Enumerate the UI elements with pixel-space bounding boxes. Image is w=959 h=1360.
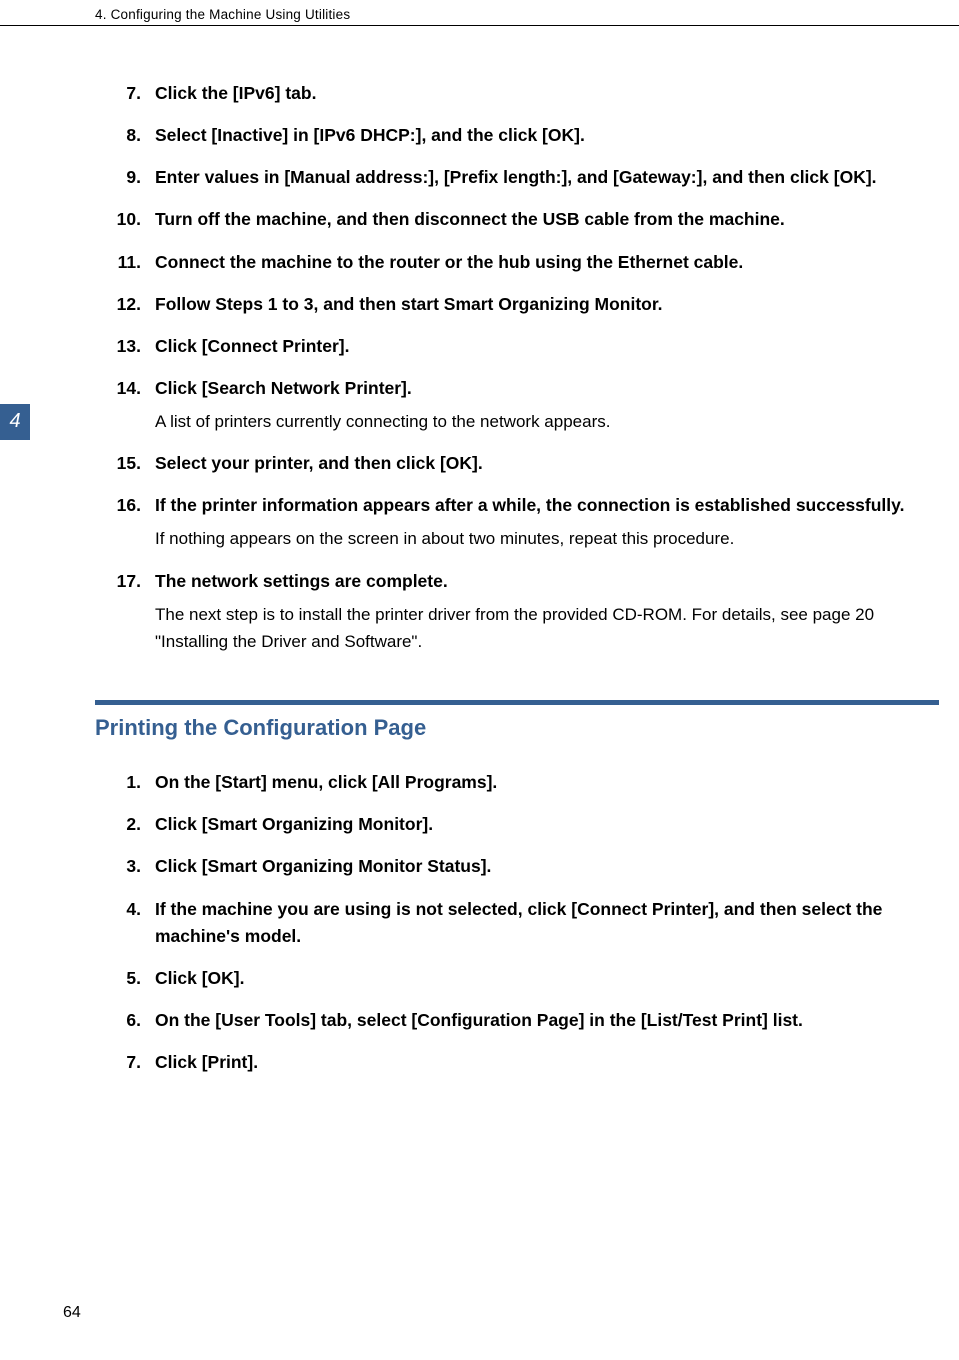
step-item: 11. Connect the machine to the router or… [95, 249, 939, 276]
step-item: 5. Click [OK]. [95, 965, 939, 992]
step-number: 11. [95, 249, 155, 276]
step-title: Select your printer, and then click [OK]… [155, 450, 939, 477]
step-number: 2. [95, 811, 155, 838]
step-item: 8. Select [Inactive] in [IPv6 DHCP:], an… [95, 122, 939, 149]
step-item: 6. On the [User Tools] tab, select [Conf… [95, 1007, 939, 1034]
step-item: 12. Follow Steps 1 to 3, and then start … [95, 291, 939, 318]
chapter-tab: 4 [0, 404, 30, 440]
step-title: Turn off the machine, and then disconnec… [155, 206, 939, 233]
step-title: Click [Connect Printer]. [155, 333, 939, 360]
section-rule [95, 700, 939, 705]
step-item: 3. Click [Smart Organizing Monitor Statu… [95, 853, 939, 880]
step-body: Enter values in [Manual address:], [Pref… [155, 164, 939, 191]
step-number: 16. [95, 492, 155, 552]
step-title: Select [Inactive] in [IPv6 DHCP:], and t… [155, 122, 939, 149]
step-title: Click [Smart Organizing Monitor]. [155, 811, 939, 838]
step-number: 9. [95, 164, 155, 191]
step-number: 13. [95, 333, 155, 360]
step-item: 16. If the printer information appears a… [95, 492, 939, 552]
step-body: Click [Smart Organizing Monitor Status]. [155, 853, 939, 880]
step-body: On the [Start] menu, click [All Programs… [155, 769, 939, 796]
step-body: Click [Search Network Printer]. A list o… [155, 375, 939, 435]
step-title: Click [Print]. [155, 1049, 939, 1076]
step-number: 7. [95, 1049, 155, 1076]
step-number: 17. [95, 568, 155, 656]
step-number: 14. [95, 375, 155, 435]
running-header-text: 4. Configuring the Machine Using Utiliti… [95, 7, 350, 22]
step-number: 12. [95, 291, 155, 318]
step-title: Click [Search Network Printer]. [155, 375, 939, 402]
step-item: 7. Click the [IPv6] tab. [95, 80, 939, 107]
step-item: 10. Turn off the machine, and then disco… [95, 206, 939, 233]
section-heading: Printing the Configuration Page [95, 715, 939, 741]
step-item: 17. The network settings are complete. T… [95, 568, 939, 656]
chapter-tab-number: 4 [9, 410, 20, 433]
step-body: Click [Print]. [155, 1049, 939, 1076]
step-body: Click [OK]. [155, 965, 939, 992]
step-body: Click [Smart Organizing Monitor]. [155, 811, 939, 838]
step-number: 15. [95, 450, 155, 477]
step-body: If the printer information appears after… [155, 492, 939, 552]
page-number: 64 [63, 1304, 81, 1322]
content-area: 7. Click the [IPv6] tab. 8. Select [Inac… [95, 80, 939, 1091]
page: 4. Configuring the Machine Using Utiliti… [0, 0, 959, 1360]
step-item: 15. Select your printer, and then click … [95, 450, 939, 477]
step-body: Connect the machine to the router or the… [155, 249, 939, 276]
step-note: If nothing appears on the screen in abou… [155, 525, 939, 552]
step-body: If the machine you are using is not sele… [155, 896, 939, 950]
step-title: Connect the machine to the router or the… [155, 249, 939, 276]
step-body: On the [User Tools] tab, select [Configu… [155, 1007, 939, 1034]
step-item: 7. Click [Print]. [95, 1049, 939, 1076]
step-body: Turn off the machine, and then disconnec… [155, 206, 939, 233]
step-title: Follow Steps 1 to 3, and then start Smar… [155, 291, 939, 318]
step-body: Select [Inactive] in [IPv6 DHCP:], and t… [155, 122, 939, 149]
running-header: 4. Configuring the Machine Using Utiliti… [0, 7, 959, 26]
step-item: 4. If the machine you are using is not s… [95, 896, 939, 950]
step-number: 5. [95, 965, 155, 992]
step-note: The next step is to install the printer … [155, 601, 939, 655]
step-title: On the [User Tools] tab, select [Configu… [155, 1007, 939, 1034]
step-number: 6. [95, 1007, 155, 1034]
step-number: 3. [95, 853, 155, 880]
step-item: 1. On the [Start] menu, click [All Progr… [95, 769, 939, 796]
section-heading-block: Printing the Configuration Page [95, 700, 939, 741]
step-title: The network settings are complete. [155, 568, 939, 595]
step-number: 4. [95, 896, 155, 950]
step-item: 2. Click [Smart Organizing Monitor]. [95, 811, 939, 838]
step-number: 8. [95, 122, 155, 149]
step-number: 7. [95, 80, 155, 107]
step-body: Click the [IPv6] tab. [155, 80, 939, 107]
step-body: Click [Connect Printer]. [155, 333, 939, 360]
step-number: 1. [95, 769, 155, 796]
step-item: 13. Click [Connect Printer]. [95, 333, 939, 360]
step-body: The network settings are complete. The n… [155, 568, 939, 656]
step-title: If the printer information appears after… [155, 492, 939, 519]
step-title: On the [Start] menu, click [All Programs… [155, 769, 939, 796]
step-item: 9. Enter values in [Manual address:], [P… [95, 164, 939, 191]
step-title: Click the [IPv6] tab. [155, 80, 939, 107]
step-number: 10. [95, 206, 155, 233]
step-body: Follow Steps 1 to 3, and then start Smar… [155, 291, 939, 318]
step-body: Select your printer, and then click [OK]… [155, 450, 939, 477]
step-title: Click [Smart Organizing Monitor Status]. [155, 853, 939, 880]
step-item: 14. Click [Search Network Printer]. A li… [95, 375, 939, 435]
step-title: If the machine you are using is not sele… [155, 896, 939, 950]
step-title: Click [OK]. [155, 965, 939, 992]
step-note: A list of printers currently connecting … [155, 408, 939, 435]
step-title: Enter values in [Manual address:], [Pref… [155, 164, 939, 191]
